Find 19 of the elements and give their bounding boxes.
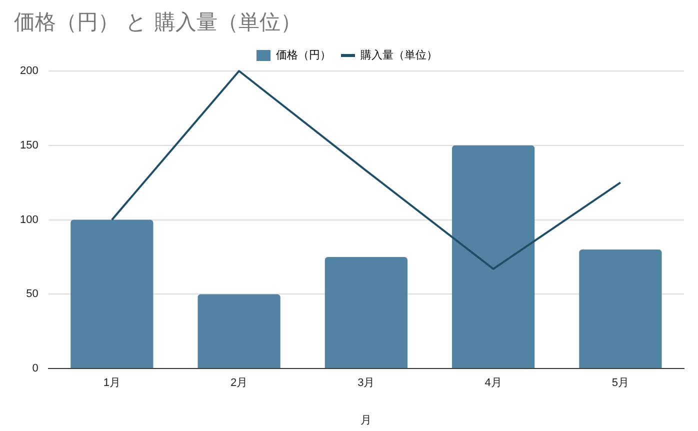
y-tick-label: 0 bbox=[32, 362, 38, 375]
bar bbox=[452, 145, 535, 368]
x-tick-label: 4月 bbox=[484, 377, 502, 390]
bar bbox=[198, 294, 280, 368]
y-tick-label: 100 bbox=[20, 214, 38, 226]
bar bbox=[579, 250, 662, 368]
bar bbox=[324, 257, 408, 368]
chart-title: 価格（円） と 購入量（単位） bbox=[14, 9, 302, 36]
legend-label: 購入量（単位） bbox=[360, 48, 438, 62]
x-tick-label: 1月 bbox=[103, 377, 120, 390]
y-tick-label: 50 bbox=[26, 288, 38, 300]
y-tick-label: 200 bbox=[20, 65, 38, 78]
x-tick-label: 5月 bbox=[612, 377, 629, 390]
y-tick-label: 150 bbox=[20, 139, 38, 152]
legend-label: 価格（円） bbox=[276, 50, 331, 62]
x-tick-label: 3月 bbox=[358, 377, 375, 390]
bar bbox=[70, 220, 154, 368]
x-tick-label: 2月 bbox=[230, 377, 248, 390]
x-axis-title: 月 bbox=[360, 414, 372, 426]
